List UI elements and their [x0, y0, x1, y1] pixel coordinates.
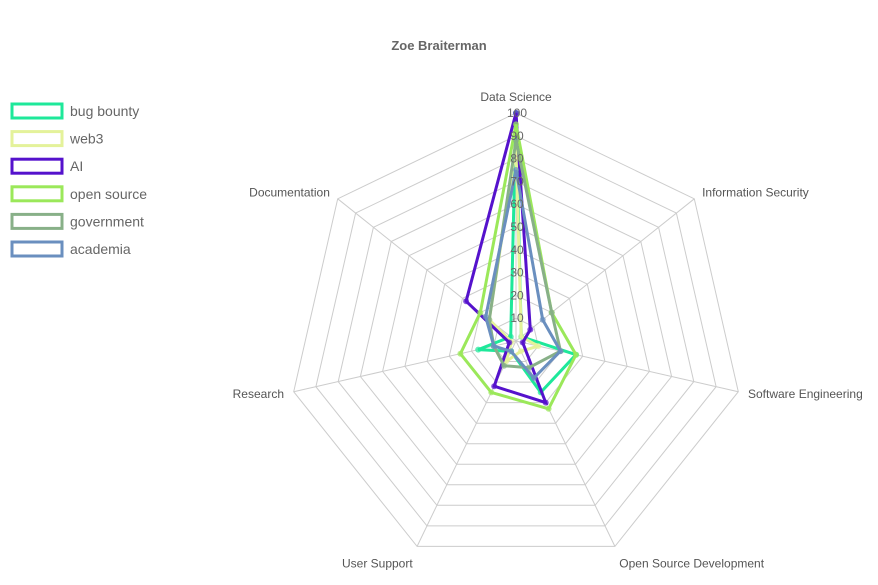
tick-label: 60	[510, 197, 524, 211]
data-point[interactable]	[539, 316, 546, 323]
data-point[interactable]	[548, 309, 555, 316]
data-point[interactable]	[535, 343, 542, 350]
grid-ring-4	[426, 249, 606, 424]
data-point[interactable]	[542, 399, 549, 406]
legend-label: open source	[70, 186, 147, 202]
legend-swatch	[10, 102, 64, 120]
axis-labels: Data Science Information Security Software…	[233, 90, 863, 570]
series-layer	[457, 110, 579, 412]
series-line	[487, 140, 563, 370]
data-point[interactable]	[463, 298, 470, 305]
data-point[interactable]	[513, 121, 519, 128]
data-point[interactable]	[457, 350, 464, 357]
legend-item[interactable]: AI	[10, 157, 83, 175]
legend-swatch	[10, 185, 64, 203]
axis-label: Software Engineering	[748, 387, 863, 401]
axis-label: Open Source Development	[619, 556, 764, 570]
data-point[interactable]	[518, 333, 525, 340]
grid-ring-3	[448, 272, 584, 404]
tick-label: 50	[510, 220, 524, 234]
spoke-2	[515, 198, 695, 342]
tick-label: 100	[507, 106, 527, 120]
series-open-source	[457, 121, 579, 412]
spoke-3	[515, 340, 739, 393]
axis-label: Data Science	[480, 90, 552, 104]
legend-swatch	[10, 240, 64, 258]
tick-labels: 10 20 30 40 50 60 70 80 90 100	[507, 106, 527, 325]
grid-ring-8	[337, 158, 695, 506]
series-academia	[482, 167, 564, 381]
tick-label: 70	[510, 174, 524, 188]
grid-ring-7	[359, 180, 673, 486]
data-point[interactable]	[488, 389, 495, 396]
tick-label: 20	[510, 288, 524, 302]
data-point[interactable]	[519, 339, 526, 346]
data-point[interactable]	[513, 167, 519, 173]
series-AI	[463, 110, 549, 406]
grid-ring-9	[315, 135, 717, 527]
legend-swatch	[10, 130, 64, 148]
data-point[interactable]	[482, 313, 489, 320]
tick-label: 90	[510, 129, 524, 143]
tick-label: 10	[510, 311, 524, 325]
tick-label: 30	[510, 266, 524, 280]
data-point[interactable]	[490, 343, 497, 350]
data-point[interactable]	[501, 362, 508, 369]
series-line	[484, 169, 563, 381]
legend-swatch	[10, 212, 64, 230]
axis-label: Documentation	[249, 186, 330, 200]
tick-label: 80	[510, 152, 524, 166]
legend-label: AI	[70, 158, 83, 174]
axis-label: User Support	[342, 556, 413, 570]
legend: bug bounty web3 AI open source government aca…	[10, 102, 147, 258]
data-point[interactable]	[491, 383, 498, 390]
grid-ring-6	[382, 203, 650, 465]
data-point[interactable]	[513, 137, 519, 144]
data-point[interactable]	[506, 339, 513, 346]
data-point[interactable]	[557, 348, 564, 355]
legend-label: bug bounty	[70, 103, 139, 119]
legend-item[interactable]: web3	[10, 130, 104, 148]
radar-grid	[293, 112, 739, 547]
data-point[interactable]	[527, 326, 534, 333]
legend-item[interactable]: open source	[10, 185, 147, 203]
legend-item[interactable]: academia	[10, 240, 131, 258]
legend-item[interactable]: bug bounty	[10, 102, 139, 120]
data-point[interactable]	[517, 348, 524, 355]
data-point[interactable]	[513, 110, 519, 116]
grid-ring-5	[404, 226, 628, 445]
data-point[interactable]	[573, 351, 579, 358]
chart-title: Zoe Braiterman	[391, 38, 486, 53]
legend-item[interactable]: government	[10, 212, 144, 230]
legend-label: academia	[70, 241, 131, 257]
data-point[interactable]	[545, 405, 552, 412]
series-line	[458, 124, 578, 411]
legend-swatch	[10, 157, 64, 175]
tick-label: 40	[510, 243, 524, 257]
data-point[interactable]	[530, 375, 537, 381]
data-point[interactable]	[477, 309, 484, 316]
data-point[interactable]	[475, 346, 482, 353]
axis-label: Research	[233, 387, 284, 401]
grid-ring-10	[293, 112, 739, 547]
legend-label: government	[70, 213, 144, 229]
axis-label: Information Security	[702, 186, 809, 200]
legend-label: web3	[69, 131, 104, 147]
data-point[interactable]	[508, 348, 515, 355]
